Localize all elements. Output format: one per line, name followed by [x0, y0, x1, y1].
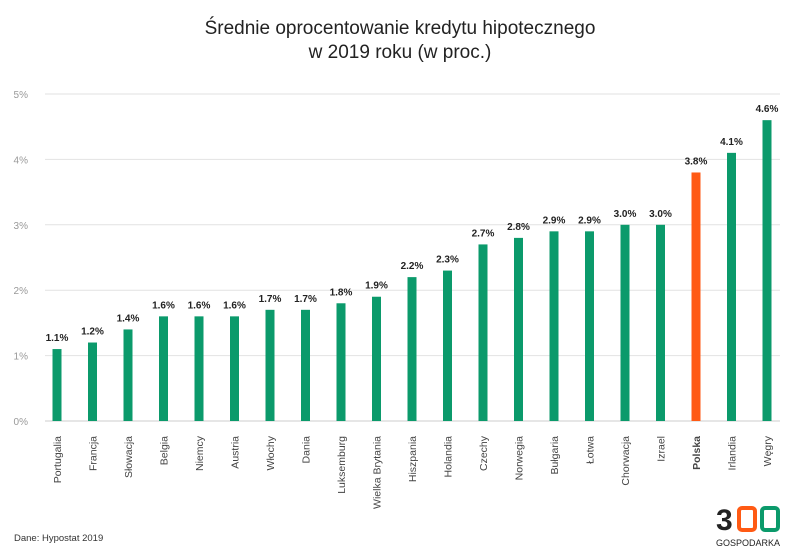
- bar: [585, 231, 594, 421]
- data-label: 2.2%: [401, 261, 424, 272]
- logo-zero-green: [760, 506, 780, 532]
- x-tick-label: Irlandia: [727, 436, 739, 471]
- data-label: 1.8%: [330, 287, 353, 298]
- data-label: 1.4%: [117, 313, 140, 324]
- data-label: 2.9%: [578, 215, 601, 226]
- x-tick-label: Norwegia: [514, 436, 526, 481]
- x-tick-label: Chorwacja: [620, 436, 632, 486]
- bar: [762, 120, 772, 421]
- x-tick-label: Wielka Brytania: [372, 436, 384, 509]
- data-label: 2.7%: [472, 228, 495, 239]
- data-label: 2.9%: [543, 215, 566, 226]
- x-tick-label: Hiszpania: [407, 436, 419, 482]
- data-label: 3.0%: [649, 209, 672, 220]
- data-label: 1.6%: [223, 300, 246, 311]
- y-tick-label: 1%: [14, 352, 29, 363]
- bar: [656, 224, 665, 421]
- x-tick-label: Łotwa: [585, 436, 597, 464]
- data-label: 1.2%: [81, 327, 104, 338]
- x-tick-label: Niemcy: [194, 435, 206, 471]
- y-tick-label: 4%: [14, 155, 29, 166]
- x-tick-label: Izrael: [656, 436, 668, 462]
- bar: [478, 244, 488, 421]
- bar: [301, 309, 310, 421]
- x-tick-label: Czechy: [478, 435, 490, 471]
- bar: [88, 342, 97, 421]
- bar: [265, 309, 275, 421]
- data-label: 3.0%: [614, 209, 637, 220]
- bar: [336, 303, 346, 421]
- x-tick-label: Dania: [301, 436, 313, 464]
- bar: [691, 172, 701, 421]
- bar: [372, 296, 381, 421]
- bar: [159, 316, 168, 421]
- y-tick-label: 2%: [14, 286, 29, 297]
- bar: [443, 270, 452, 421]
- x-tick-label: Włochy: [265, 435, 277, 470]
- data-label: 2.3%: [436, 255, 459, 266]
- bar: [52, 349, 62, 421]
- x-tick-label: Holandia: [443, 436, 455, 478]
- bar: [620, 224, 630, 421]
- bar: [123, 329, 133, 421]
- bar: [727, 152, 736, 422]
- data-label: 1.9%: [365, 281, 388, 292]
- logo-digit-3: 3: [716, 504, 733, 537]
- logo: 3 GOSPODARKA: [716, 504, 780, 548]
- data-label: 1.7%: [259, 294, 282, 305]
- x-tick-label: Francja: [88, 436, 100, 471]
- data-label: 3.8%: [685, 156, 708, 167]
- x-tick-label: Polska: [691, 436, 703, 470]
- x-tick-label: Słowacja: [123, 436, 135, 478]
- source-note: Dane: Hypostat 2019: [14, 533, 103, 544]
- data-label: 1.7%: [294, 294, 317, 305]
- bar: [407, 277, 417, 421]
- data-label: 1.6%: [188, 300, 211, 311]
- bar: [230, 316, 239, 421]
- data-label: 2.8%: [507, 222, 530, 233]
- chart-title-line1: Średnie oprocentowanie kredytu hipoteczn…: [205, 17, 596, 39]
- x-tick-label: Austria: [230, 436, 242, 469]
- y-tick-label: 0%: [14, 417, 29, 428]
- bar: [194, 316, 204, 421]
- y-tick-label: 3%: [14, 221, 29, 232]
- x-tick-label: Węgry: [762, 435, 774, 466]
- data-label: 1.6%: [152, 300, 175, 311]
- data-label: 4.1%: [720, 137, 743, 148]
- logo-zero-orange: [737, 506, 757, 532]
- y-tick-label: 5%: [14, 90, 29, 101]
- chart-title-line2: w 2019 roku (w proc.): [308, 42, 492, 63]
- logo-text: GOSPODARKA: [716, 538, 780, 548]
- data-label: 4.6%: [756, 104, 779, 115]
- bar: [514, 237, 523, 421]
- data-label: 1.1%: [46, 333, 69, 344]
- bar: [549, 231, 559, 421]
- x-tick-label: Bułgaria: [549, 436, 561, 475]
- x-tick-label: Portugalia: [52, 436, 64, 483]
- x-tick-label: Luksemburg: [336, 436, 348, 494]
- x-tick-label: Belgia: [159, 436, 171, 465]
